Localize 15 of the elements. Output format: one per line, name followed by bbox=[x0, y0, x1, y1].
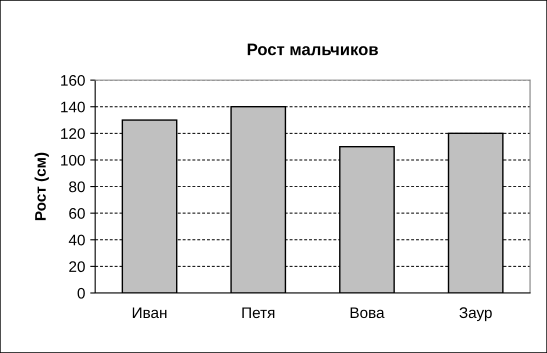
x-tick-label: Вова bbox=[350, 307, 385, 318]
y-tick-label: 100 bbox=[61, 154, 85, 166]
y-tick-label: 80 bbox=[69, 181, 85, 192]
y-tick-label: 120 bbox=[61, 128, 85, 140]
y-tick-label: 20 bbox=[69, 261, 85, 272]
y-tick-label: 160 bbox=[61, 75, 85, 86]
y-tick-label: 140 bbox=[61, 102, 85, 112]
x-tick-label: Иван bbox=[132, 307, 166, 318]
y-tick-label: 60 bbox=[69, 208, 85, 219]
y-tick-label: 0 bbox=[78, 288, 85, 299]
y-tick-label: 40 bbox=[68, 234, 85, 246]
y-axis-title: Рост (см) bbox=[34, 152, 49, 220]
x-tick-label: Петя bbox=[242, 307, 274, 318]
chart-title: Рост мальчиков bbox=[248, 44, 378, 56]
x-tick-label: Заур bbox=[459, 307, 492, 322]
